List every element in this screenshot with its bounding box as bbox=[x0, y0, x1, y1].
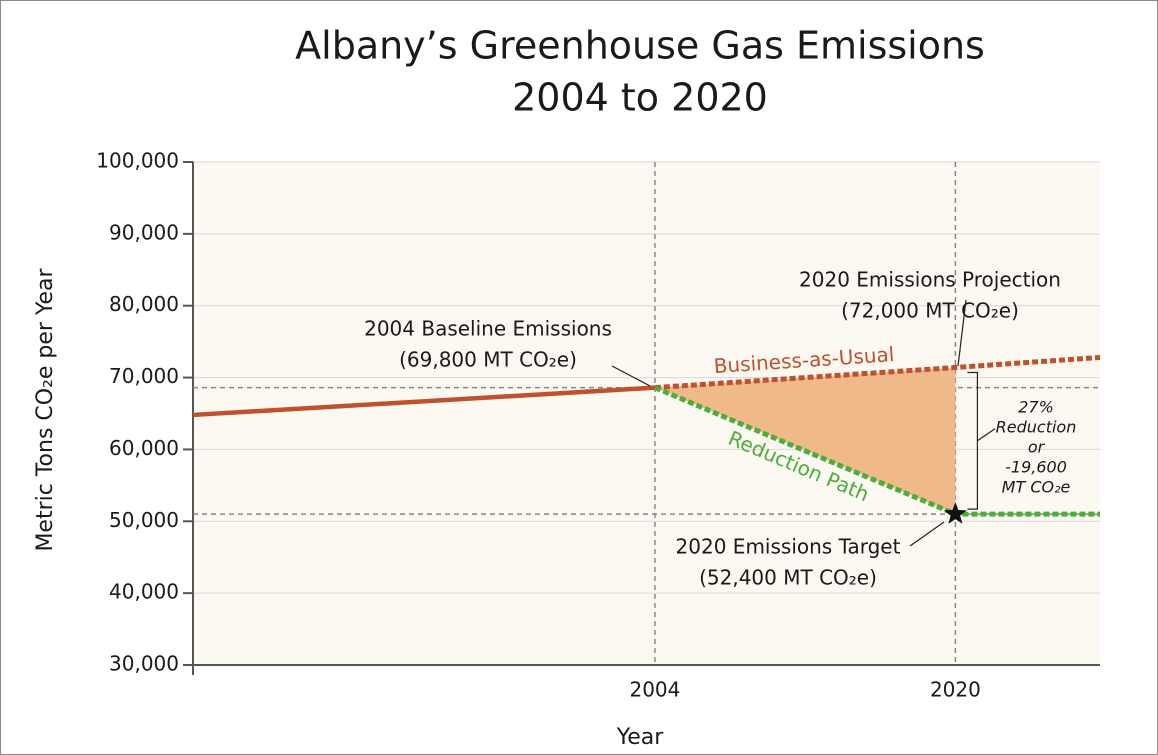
y-tick-label: 40,000 bbox=[109, 580, 179, 604]
y-tick-label: 30,000 bbox=[109, 652, 179, 676]
chart-subtitle: 2004 to 2020 bbox=[512, 76, 768, 120]
series-line bbox=[654, 354, 1101, 391]
leader-line bbox=[909, 521, 945, 547]
annotation: or bbox=[1028, 438, 1046, 457]
x-axis-label: Year bbox=[616, 725, 665, 750]
annotation: MT CO₂e bbox=[1002, 478, 1071, 497]
y-tick-label: 100,000 bbox=[96, 149, 179, 173]
y-tick-label: 70,000 bbox=[109, 364, 179, 388]
y-tick-label: 90,000 bbox=[109, 220, 179, 244]
annotation: (52,400 MT CO₂e) bbox=[699, 566, 877, 590]
leader-line bbox=[957, 299, 967, 367]
x-tick-label: 2020 bbox=[930, 678, 981, 702]
annotation: 27% bbox=[1018, 398, 1054, 417]
annotation: Reduction bbox=[996, 418, 1077, 437]
chart-title: Albany’s Greenhouse Gas Emissions bbox=[295, 24, 985, 68]
y-axis-label: Metric Tons CO₂e per Year bbox=[33, 268, 58, 552]
annotation: (69,800 MT CO₂e) bbox=[399, 348, 577, 372]
annotation: -19,600 bbox=[1005, 458, 1067, 477]
x-tick-label: 2004 bbox=[629, 678, 680, 702]
annotation: 2004 Baseline Emissions bbox=[364, 317, 612, 341]
annotation: 2020 Emissions Projection bbox=[799, 268, 1061, 292]
annotation: (72,000 MT CO₂e) bbox=[841, 299, 1019, 323]
leader-line bbox=[977, 428, 996, 442]
plot-area bbox=[193, 162, 1100, 665]
leader-line bbox=[611, 365, 651, 387]
target-marker bbox=[943, 502, 967, 524]
y-tick-label: 80,000 bbox=[109, 292, 179, 316]
annotation: 2020 Emissions Target bbox=[676, 535, 901, 559]
y-tick-label: 60,000 bbox=[109, 436, 179, 460]
y-tick-label: 50,000 bbox=[109, 508, 179, 532]
reduction-area bbox=[654, 367, 956, 515]
series-line bbox=[192, 385, 656, 418]
